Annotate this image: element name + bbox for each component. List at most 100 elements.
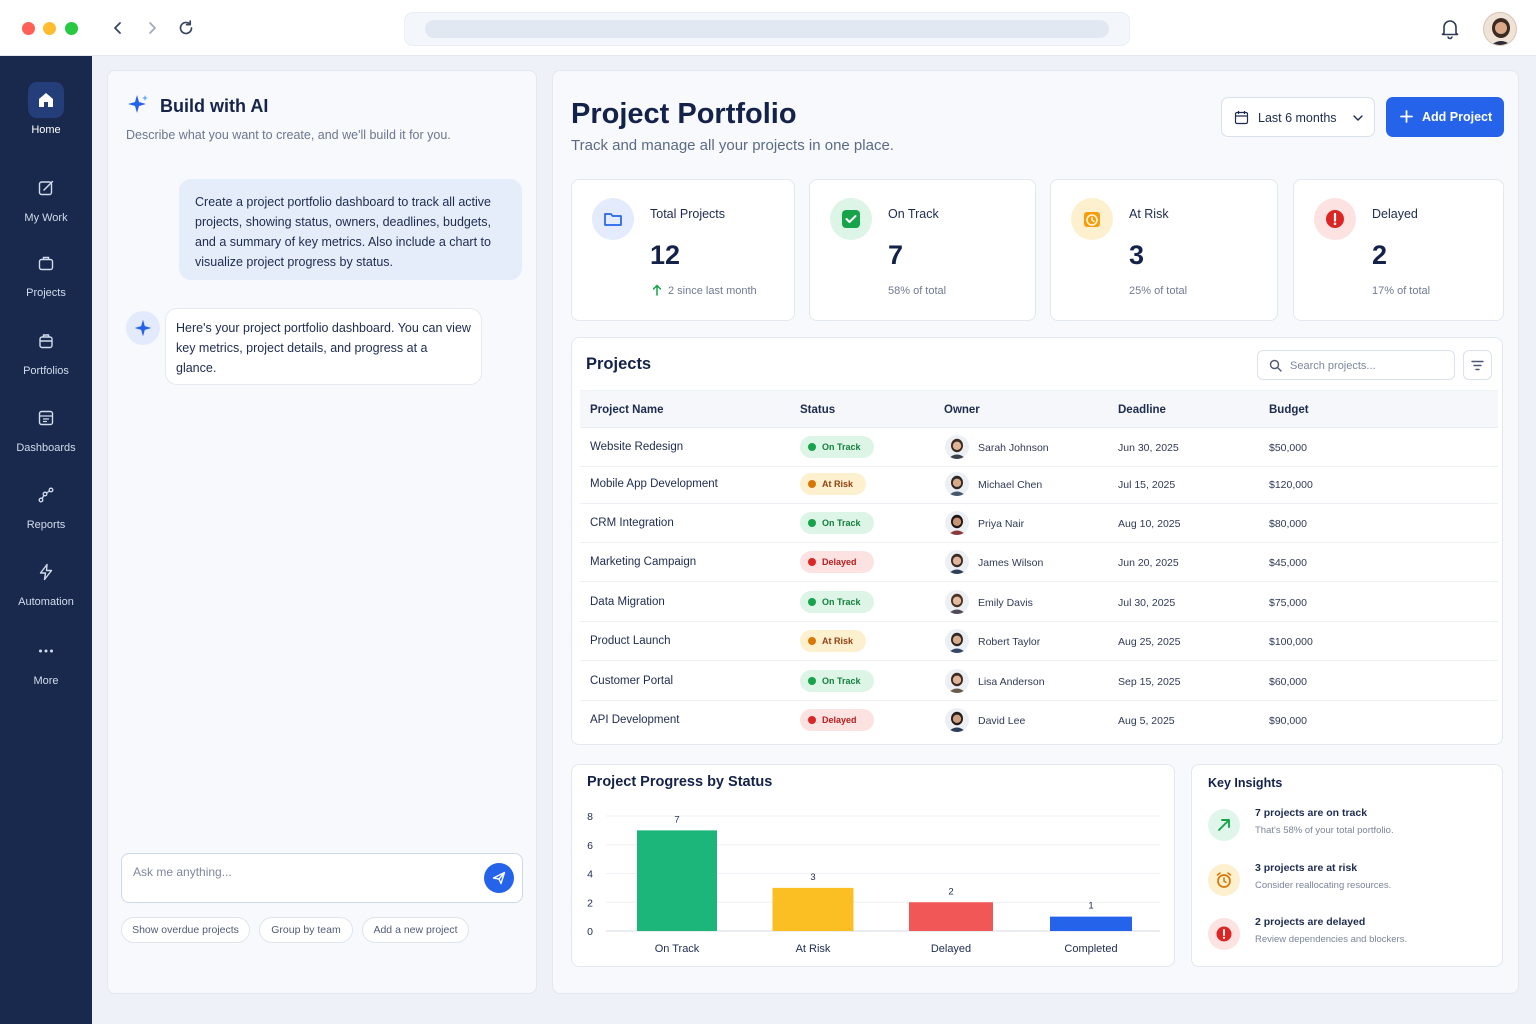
budget-cell: $60,000: [1269, 676, 1307, 688]
table-header: Project Name Status Owner Deadline Budge…: [580, 390, 1498, 428]
column-header-owner[interactable]: Owner: [944, 404, 980, 416]
date-range-dropdown[interactable]: Last 6 months: [1221, 97, 1375, 137]
x-tick-label: Completed: [1064, 943, 1117, 955]
table-row[interactable]: Product Launch At Risk Robert Taylor Aug 25…: [580, 622, 1498, 661]
column-header-project-name[interactable]: Project Name: [590, 404, 664, 416]
back-icon[interactable]: [106, 16, 130, 40]
table-row[interactable]: Mobile App Development At Risk Michael Che…: [580, 465, 1498, 504]
reports-icon: [28, 477, 64, 513]
owner-avatar: [945, 511, 969, 535]
table-row[interactable]: Data Migration On Track Emily Davis Jul 30,…: [580, 583, 1498, 622]
insight-item: 7 projects are on track That's 58% of yo…: [1208, 805, 1498, 845]
project-name-cell[interactable]: Marketing Campaign: [590, 556, 697, 568]
status-label: At Risk: [822, 479, 854, 489]
status-badge: Delayed: [800, 551, 874, 573]
suggestion-chip-add-project[interactable]: Add a new project: [362, 917, 469, 943]
owner-avatar: [945, 708, 969, 732]
sidebar-item-automation[interactable]: Automation: [0, 554, 92, 608]
filter-icon: [1471, 360, 1484, 370]
project-name-cell[interactable]: Website Redesign: [590, 441, 684, 453]
status-label: On Track: [822, 676, 861, 686]
sidebar-item-label: Projects: [26, 287, 66, 299]
send-button[interactable]: [484, 863, 514, 893]
insight-item: 3 projects are at risk Consider realloca…: [1208, 860, 1498, 900]
alarm-clock-icon: [1071, 198, 1113, 240]
window-minimize-button[interactable]: [43, 22, 56, 35]
status-label: Delayed: [822, 557, 857, 567]
suggestion-chip-group-by-team[interactable]: Group by team: [259, 917, 353, 943]
owner-cell: Priya Nair: [978, 518, 1025, 530]
add-project-button[interactable]: Add Project: [1386, 97, 1504, 137]
status-label: Delayed: [822, 715, 857, 725]
budget-cell: $120,000: [1269, 479, 1313, 491]
sparkle-icon: [126, 93, 150, 122]
budget-cell: $50,000: [1269, 442, 1307, 454]
project-search-box: [1257, 350, 1455, 380]
status-dot-icon: [808, 519, 816, 527]
bar-value-label: 7: [674, 814, 679, 825]
user-avatar[interactable]: [1483, 12, 1517, 46]
owner-cell: James Wilson: [978, 557, 1044, 569]
window-close-button[interactable]: [22, 22, 35, 35]
sidebar-item-my-work[interactable]: My Work: [0, 170, 92, 224]
table-row[interactable]: CRM Integration On Track Priya Nair Aug 10,…: [580, 504, 1498, 543]
sidebar-item-more[interactable]: More: [0, 633, 92, 687]
status-dot-icon: [808, 558, 816, 566]
table-row[interactable]: Marketing Campaign Delayed James Wilson Jun…: [580, 543, 1498, 582]
stat-card-on-track: On Track 7 58% of total: [809, 179, 1036, 321]
sidebar-item-label: Automation: [18, 596, 74, 608]
insight-item: 2 projects are delayed Review dependenci…: [1208, 914, 1498, 954]
deadline-cell: Sep 15, 2025: [1118, 676, 1181, 688]
sidebar-item-reports[interactable]: Reports: [0, 477, 92, 531]
status-badge: On Track: [800, 512, 874, 534]
forward-icon[interactable]: [140, 16, 164, 40]
alert-icon: [1314, 198, 1356, 240]
dashboard-icon: [28, 400, 64, 436]
project-name-cell[interactable]: CRM Integration: [590, 517, 674, 529]
table-row[interactable]: Website Redesign On Track Sarah Johnson Jun…: [580, 428, 1498, 467]
reload-icon[interactable]: [174, 16, 198, 40]
column-header-deadline[interactable]: Deadline: [1118, 404, 1166, 416]
project-name-cell[interactable]: Product Launch: [590, 635, 671, 647]
projects-table-title: Projects: [586, 355, 652, 373]
sidebar-item-home[interactable]: Home: [0, 82, 92, 136]
status-dot-icon: [808, 480, 816, 488]
browser-chrome: [0, 0, 1536, 56]
address-bar[interactable]: [404, 12, 1130, 46]
project-name-cell[interactable]: Data Migration: [590, 596, 665, 608]
stat-card-delayed: Delayed 2 17% of total: [1293, 179, 1504, 321]
column-header-status[interactable]: Status: [800, 404, 836, 416]
table-row[interactable]: API Development Delayed David Lee Aug 5, 20…: [580, 701, 1498, 740]
status-badge: On Track: [800, 591, 874, 613]
status-dot-icon: [808, 443, 816, 451]
project-name-cell[interactable]: Mobile App Development: [590, 478, 718, 490]
project-name-cell[interactable]: Customer Portal: [590, 675, 674, 687]
search-icon: [1269, 359, 1282, 372]
stat-note: 58% of total: [888, 285, 947, 297]
search-input[interactable]: [1290, 358, 1440, 374]
owner-cell: Sarah Johnson: [978, 442, 1049, 454]
assistant-message: Here's your project portfolio dashboard.…: [165, 308, 482, 385]
sidebar-item-projects[interactable]: Projects: [0, 245, 92, 299]
filter-button[interactable]: [1463, 350, 1492, 380]
send-icon: [492, 871, 506, 885]
table-row[interactable]: Customer Portal On Track Lisa Anderson Sep …: [580, 662, 1498, 701]
sidebar-item-dashboards[interactable]: Dashboards: [0, 400, 92, 454]
owner-avatar: [945, 472, 969, 496]
stat-note: 2 since last month: [668, 285, 757, 297]
column-header-budget[interactable]: Budget: [1269, 404, 1309, 416]
suggestion-chip-overdue[interactable]: Show overdue projects: [121, 917, 250, 943]
insight-title: 7 projects are on track: [1255, 807, 1368, 819]
sidebar-item-label: My Work: [24, 212, 68, 224]
status-badge: Delayed: [800, 709, 874, 731]
ask-input[interactable]: [133, 863, 473, 881]
sparkle-icon: [134, 319, 152, 337]
owner-cell: Lisa Anderson: [978, 676, 1045, 688]
window-maximize-button[interactable]: [65, 22, 78, 35]
date-range-label: Last 6 months: [1258, 111, 1337, 125]
notification-bell-icon[interactable]: [1438, 16, 1462, 40]
sidebar-item-portfolios[interactable]: Portfolios: [0, 323, 92, 377]
budget-cell: $45,000: [1269, 557, 1307, 569]
key-insights-card: Key Insights 7 projects are on track Tha…: [1191, 764, 1503, 967]
project-name-cell[interactable]: API Development: [590, 714, 680, 726]
